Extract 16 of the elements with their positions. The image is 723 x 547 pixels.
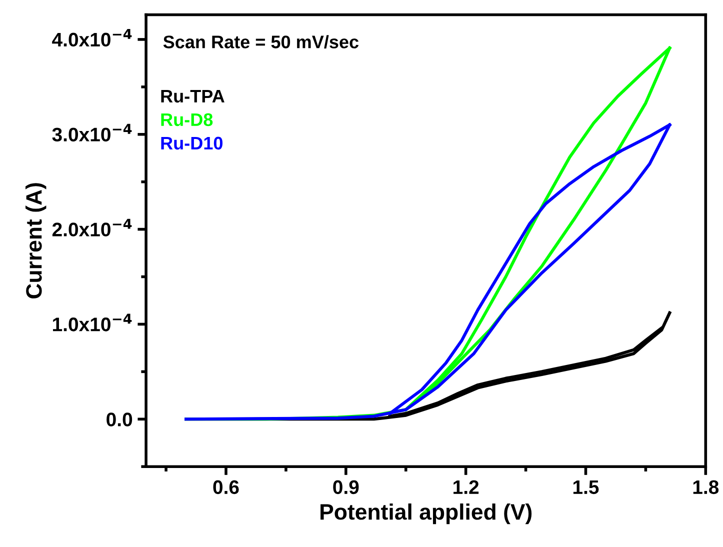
text: Ru-TPA [161,90,224,103]
x-tick-label: 0.6 [213,480,239,494]
y-tick-label: 1.0x10$^{−4}$ [52,314,132,332]
x-tick-label: 0.9 [333,480,359,494]
y-tick-label: 4.0x10$^{−4}$ [52,28,132,47]
x-tick-label: 1.8 [693,480,719,494]
x-axis-title: Potential applied (V) [320,503,532,524]
text: Ru-D10 [161,136,222,150]
annotation: Scan Rate = 50 mV/sec [163,35,359,49]
x-tick-label: 1.2 [454,480,479,494]
text: Ru-D8 [161,113,213,126]
y-axis-title: Current (A) [25,183,46,298]
y-tick-label: 2.0x10$^{−4}$ [52,218,132,236]
x-tick-label: 1.5 [573,480,599,494]
y-tick-label: 0.0 [106,412,132,426]
y-tick-label: 3.0x10$^{−4}$ [52,124,132,142]
